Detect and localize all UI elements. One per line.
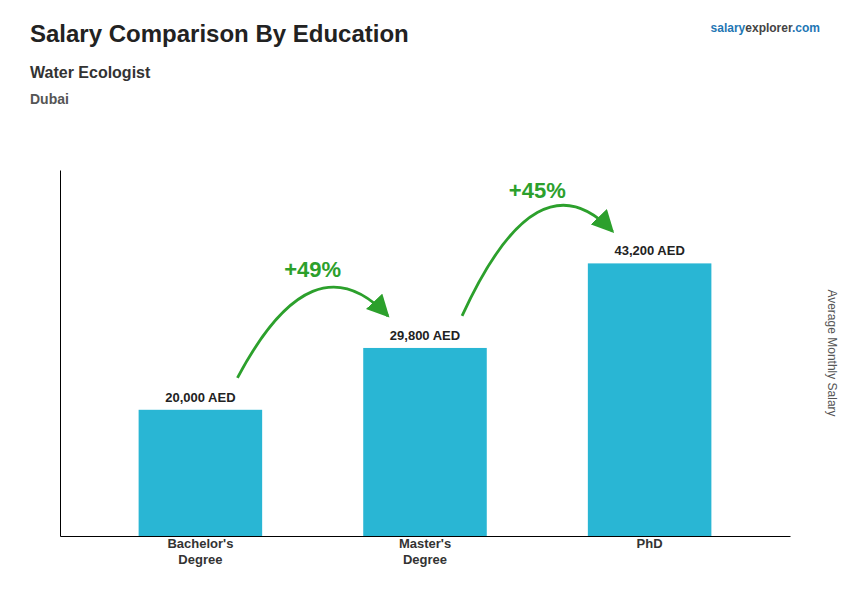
subtitle: Dubai [30,91,69,107]
x-tick-label: Master'sDegree [399,536,451,567]
y-axis-line [60,171,61,537]
data-labels: 20,000 AED 29,800 AED 43,200 AED [165,243,685,404]
data-label: 43,200 AED [614,243,684,258]
x-tick: PhD [637,536,663,551]
annotations: +49% +45% [237,178,612,377]
chart-container: Salary Comparison By Education Water Ecol… [0,0,850,606]
subtitle: Water Ecologist [30,64,151,81]
watermark-part: .com [792,21,820,35]
bar [363,348,487,536]
x-axis: Bachelor'sDegreeMaster'sDegreePhD [61,536,791,567]
x-tick: Master'sDegree [399,536,451,567]
data-label: 29,800 AED [390,328,460,343]
x-tick-label-line: Degree [178,552,222,567]
x-tick-label: PhD [637,536,663,551]
plot-area: Bachelor'sDegreeMaster'sDegreePhD20,000 … [61,171,791,567]
change-arrow [462,205,612,316]
y-axis-title: Average Monthly Salary [825,289,839,416]
bar [139,410,263,536]
x-tick-label-line: Bachelor's [167,536,233,551]
data-label: 20,000 AED [165,390,235,405]
bar [588,263,712,536]
x-tick: Bachelor'sDegree [167,536,233,567]
title: Salary Comparison By Education [30,20,409,47]
watermark: salaryexplorer.com [711,21,820,35]
y-axis [60,171,61,537]
x-tick-label-line: Master's [399,536,451,551]
chart-svg: Salary Comparison By Education Water Ecol… [0,0,850,606]
change-label: +45% [509,178,566,203]
watermark-part: salary [711,21,746,35]
x-tick-label-line: PhD [637,536,663,551]
change-label: +49% [284,257,341,282]
bars [139,263,712,536]
change-arrow [237,287,387,378]
x-tick-label-line: Degree [403,552,447,567]
watermark-part: explorer [745,21,793,35]
x-tick-label: Bachelor'sDegree [167,536,233,567]
